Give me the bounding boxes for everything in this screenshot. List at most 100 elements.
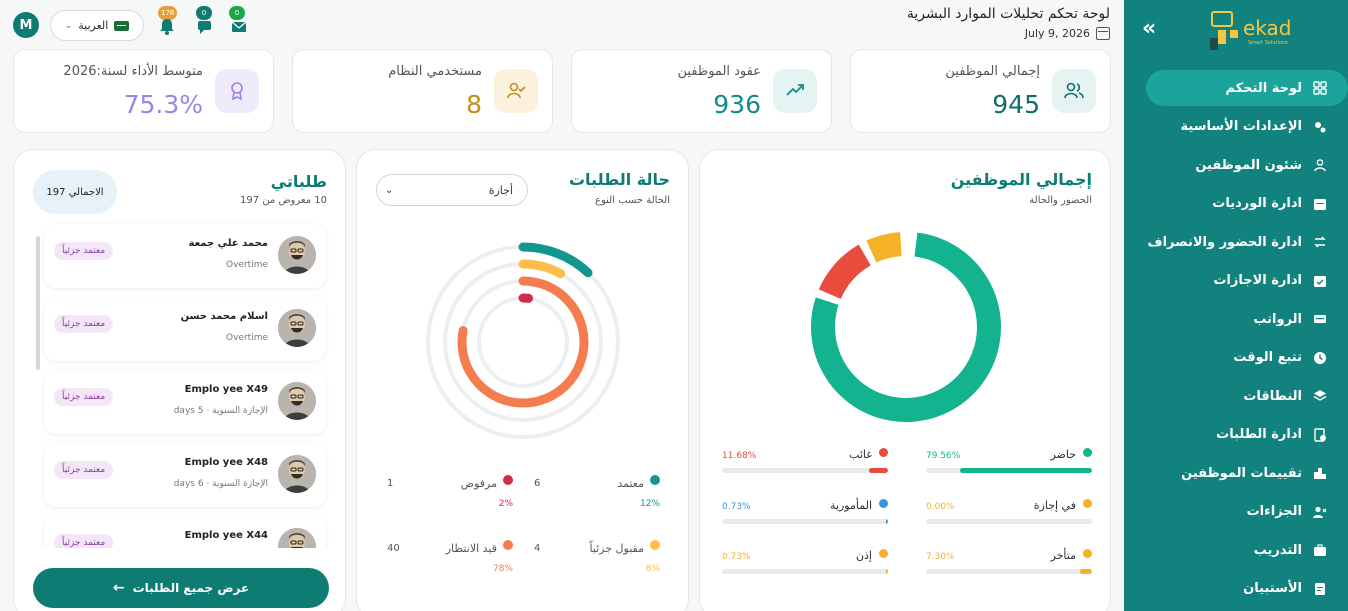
user-avatar[interactable]: M (13, 12, 39, 38)
legend-count: 6 (534, 478, 541, 489)
sidebar-item-request[interactable]: ادارة الطلبات (1124, 417, 1348, 453)
kpi-card: متوسط الأداء لسنة:2026 75.3% (13, 49, 274, 133)
sidebar-item-ranking[interactable]: تقييمات الموظفين (1124, 455, 1348, 491)
radial-track (443, 262, 603, 422)
sidebar-item-money[interactable]: الرواتب (1124, 301, 1348, 337)
stat-bar-fill (959, 468, 1092, 473)
stat-label: غائب (849, 448, 872, 461)
clock-icon (1312, 350, 1328, 366)
logo-mark-icon (1210, 11, 1238, 50)
stat-label: إذن (855, 549, 872, 562)
stat-percent: 11.68% (722, 451, 757, 461)
kpi-label: عقود الموظفين (677, 64, 761, 79)
kpi-label: إجمالي الموظفين (945, 64, 1040, 79)
requests-radial-chart (426, 242, 620, 439)
kpi-card: مستخدمي النظام 8 (292, 49, 553, 133)
request-card[interactable]: Emplo yee X49 الإجازة السنوية · 5 days معت… (44, 370, 326, 434)
stat-bar-track (926, 468, 1092, 473)
sidebar-item-user[interactable]: شئون الموظفين (1124, 147, 1348, 183)
logo-text: ekad (1243, 16, 1292, 40)
legend-label: قيد الانتظار (445, 542, 497, 555)
request-status-badge: معتمد جزئياً (54, 315, 114, 333)
sidebar-item-survey[interactable]: الأستبيان (1124, 571, 1348, 607)
legend-percent: 78% (492, 564, 513, 574)
sidebar-item-label: ادارة الطلبات (1216, 427, 1302, 442)
requests-total-badge: 197 الاجمالي (33, 170, 117, 214)
requests-status-subtitle: الحالة حسب النوع (595, 195, 670, 206)
notifications-button[interactable]: 178 (154, 6, 180, 36)
stat-dot (1083, 499, 1092, 508)
messages-button[interactable]: 0 (192, 6, 218, 36)
donut-slice (866, 232, 903, 263)
request-card[interactable]: Emplo yee X44 معتمد جزئياً (44, 516, 326, 548)
sidebar: « ekad Smart Solutions لوحة التحكم الإعدا… (1124, 0, 1348, 611)
sidebar-item-gears[interactable]: الإعدادات الأساسية (1124, 109, 1348, 145)
kpi-label: متوسط الأداء لسنة:2026 (63, 64, 203, 79)
donut-slice (818, 244, 872, 300)
grid-icon (1312, 80, 1328, 96)
legend-percent: 2% (498, 499, 513, 509)
sidebar-item-label: الإعدادات الأساسية (1180, 119, 1302, 134)
employee-avatar (278, 455, 316, 493)
sidebar-item-briefcase[interactable]: التدريب (1124, 532, 1348, 568)
collapse-sidebar-icon[interactable]: « (1142, 16, 1157, 41)
legend-dot (503, 475, 513, 485)
user-x-icon (1312, 504, 1328, 520)
sidebar-item-swap[interactable]: ادارة الحضور والانصراف (1124, 224, 1348, 260)
request-card[interactable]: Emplo yee X48 الإجازة السنوية · 6 days معت… (44, 443, 326, 507)
kpi-card: إجمالي الموظفين 945 (850, 49, 1111, 133)
briefcase-icon (1312, 542, 1328, 558)
user-check-icon (494, 69, 538, 113)
sidebar-item-label: الجزاءات (1246, 504, 1302, 519)
stat-label: متأخر (1050, 549, 1076, 562)
view-all-label: عرض جميع الطلبات (132, 581, 250, 595)
stat-percent: 0.00% (926, 502, 955, 512)
legend-label: مرفوض (460, 477, 497, 490)
attendance-stat: إذن 0.73% (722, 549, 888, 579)
my-requests-panel: طلباتي 10 معروض من 197 197 الاجمالي محمد… (13, 149, 346, 611)
page-title: لوحة تحكم تحليلات الموارد البشرية (906, 6, 1110, 22)
kpi-label: مستخدمي النظام (388, 64, 482, 79)
sidebar-item-calendar[interactable]: ادارة الورديات (1124, 186, 1348, 222)
radial-bar (457, 276, 589, 408)
messages-badge: 0 (196, 6, 212, 20)
stat-dot (879, 448, 888, 457)
bell-icon (160, 19, 174, 35)
request-status-legend: معتمد 12% 6 (357, 475, 688, 511)
employees-panel: إجمالي الموظفين الحضور والحالة حاضر 79.56… (699, 149, 1111, 611)
language-selector[interactable]: العربية ⌄ (50, 10, 144, 41)
request-employee-name: Emplo yee X49 (184, 384, 268, 395)
request-card[interactable]: محمد علي جمعة Overtime معتمد جزئياً (44, 224, 326, 288)
sidebar-item-label: لوحة التحكم (1225, 80, 1302, 96)
stat-percent: 0.73% (722, 502, 751, 512)
request-status-badge: معتمد جزئياً (54, 461, 114, 479)
sidebar-item-label: الأستبيان (1243, 581, 1302, 596)
sidebar-item-grid[interactable]: لوحة التحكم (1146, 70, 1348, 106)
date-text: July 9, 2026 (1024, 27, 1090, 40)
requests-scrollbar[interactable] (36, 236, 40, 370)
requests-status-panel: حالة الطلبات الحالة حسب النوع ⌄ أجازة مع… (356, 149, 689, 611)
employee-avatar (278, 236, 316, 274)
employee-avatar (278, 309, 316, 347)
sidebar-item-calendar-check[interactable]: ادارة الاجازات (1124, 263, 1348, 299)
sidebar-item-user-x[interactable]: الجزاءات (1124, 494, 1348, 530)
sidebar-item-layers[interactable]: النطاقات (1124, 378, 1348, 414)
stat-dot (879, 499, 888, 508)
sidebar-item-label: الرواتب (1253, 311, 1302, 327)
calendar-icon (1096, 27, 1110, 40)
sidebar-item-label: ادارة الاجازات (1213, 273, 1302, 288)
request-employee-name: Emplo yee X48 (184, 457, 268, 468)
sidebar-item-label: ادارة الحضور والانصراف (1147, 234, 1303, 250)
request-card[interactable]: اسلام محمد حسن Overtime معتمد جزئياً (44, 297, 326, 361)
chat-icon (198, 21, 211, 34)
kpi-value: 75.3% (123, 90, 203, 119)
trend-up-icon (773, 69, 817, 113)
mail-button[interactable]: 0 (225, 6, 251, 36)
layers-icon (1312, 388, 1328, 404)
request-type-select[interactable]: ⌄ أجازة (376, 174, 528, 206)
view-all-requests-button[interactable]: عرض جميع الطلبات ← (33, 568, 329, 608)
request-icon (1312, 427, 1328, 443)
stat-bar-track (722, 468, 888, 473)
sidebar-item-clock[interactable]: تتبع الوقت (1124, 340, 1348, 376)
sidebar-item-label: تقييمات الموظفين (1181, 465, 1302, 481)
